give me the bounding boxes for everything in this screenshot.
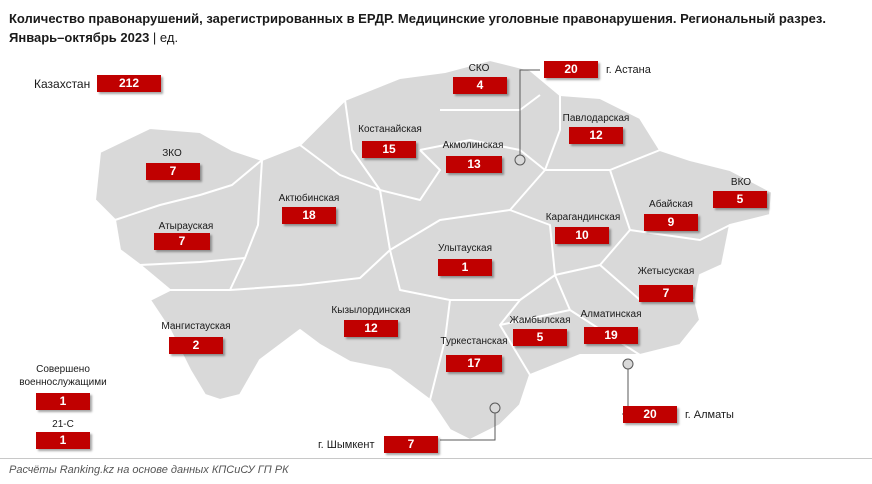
region-label-ulytau: Улытауская [437, 243, 493, 254]
c21-value: 1 [36, 432, 90, 449]
footer-divider [0, 458, 872, 459]
military-label-line1: Совершено [36, 364, 90, 375]
region-label-kostanay: Костанайская [358, 124, 422, 135]
border-aktobe-kyzylorda [229, 249, 391, 291]
title-period: Январь–октябрь 2023 [9, 30, 150, 45]
region-value-sko: 4 [453, 77, 507, 94]
shymkent-marker [489, 402, 501, 414]
border-abay [609, 149, 731, 241]
border-zhambyl [499, 309, 571, 326]
region-value-zhambyl: 5 [513, 329, 567, 346]
region-label-zko: ЗКО [162, 148, 182, 159]
region-value-atyrau: 7 [154, 233, 210, 250]
region-label-atyrau: Атырауская [158, 221, 214, 232]
region-label-turkestan: Туркестанская [440, 336, 508, 347]
region-value-vko: 5 [713, 191, 767, 208]
city-value-shymkent: 7 [384, 436, 438, 453]
region-value-abay: 9 [644, 214, 698, 231]
almaty-marker [622, 358, 634, 370]
region-value-zhetysu: 7 [639, 285, 693, 302]
border-akmola [419, 139, 546, 171]
region-value-karaganda: 10 [555, 227, 609, 244]
city-value-astana: 20 [544, 61, 598, 78]
region-label-aktobe: Актюбинская [278, 193, 340, 204]
chart-title: Количество правонарушений, зарегистриров… [9, 9, 859, 47]
shymkent-connector [440, 408, 496, 441]
border-aktobe-east [299, 144, 391, 251]
city-value-almaty: 20 [623, 406, 677, 423]
region-value-ulytau: 1 [438, 259, 492, 276]
border-kostanay [344, 99, 441, 201]
city-label-shymkent: г. Шымкент [318, 439, 375, 451]
region-value-pavlodar: 12 [569, 127, 623, 144]
region-value-almaty: 19 [584, 327, 638, 344]
city-label-astana: г. Астана [606, 64, 651, 76]
region-label-akmola: Акмолинская [442, 140, 504, 151]
region-label-kyzylorda: Кызылординская [331, 305, 411, 316]
title-unit: | ед. [149, 30, 179, 45]
city-label-almaty: г. Алматы [685, 409, 734, 421]
border-karaganda [509, 169, 631, 276]
region-value-zko: 7 [146, 163, 200, 180]
region-label-zhetysu: Жетысуская [637, 266, 695, 277]
region-label-pavlodar: Павлодарская [562, 113, 630, 124]
region-label-abay: Абайская [649, 199, 693, 210]
region-value-kostanay: 15 [362, 141, 416, 158]
military-label-line2: военнослужащими [19, 377, 107, 388]
region-value-turkestan: 17 [446, 355, 502, 372]
military-value: 1 [36, 393, 90, 410]
border-zko [114, 159, 263, 221]
kazakhstan-label: Казахстан [34, 77, 91, 91]
source-footer: Расчёты Ranking.kz на основе данных КПСи… [9, 464, 289, 476]
region-label-almaty: Алматинская [580, 309, 642, 320]
kazakhstan-value: 212 [97, 75, 161, 92]
region-value-mangistau: 2 [169, 337, 223, 354]
region-value-kyzylorda: 12 [344, 320, 398, 337]
astana-marker [514, 154, 526, 166]
c21-label: 21-С [52, 419, 74, 430]
region-label-karaganda: Карагандинская [545, 212, 621, 223]
region-label-mangistau: Мангистауская [161, 321, 231, 332]
region-label-vko: ВКО [730, 177, 752, 188]
region-label-sko: СКО [468, 63, 490, 74]
astana-connector [519, 69, 540, 160]
region-value-akmola: 13 [446, 156, 502, 173]
border-pavlodar [544, 95, 561, 171]
region-label-zhambyl: Жамбылская [509, 315, 571, 326]
title-text: Количество правонарушений, зарегистриров… [9, 11, 826, 26]
region-value-aktobe: 18 [282, 207, 336, 224]
